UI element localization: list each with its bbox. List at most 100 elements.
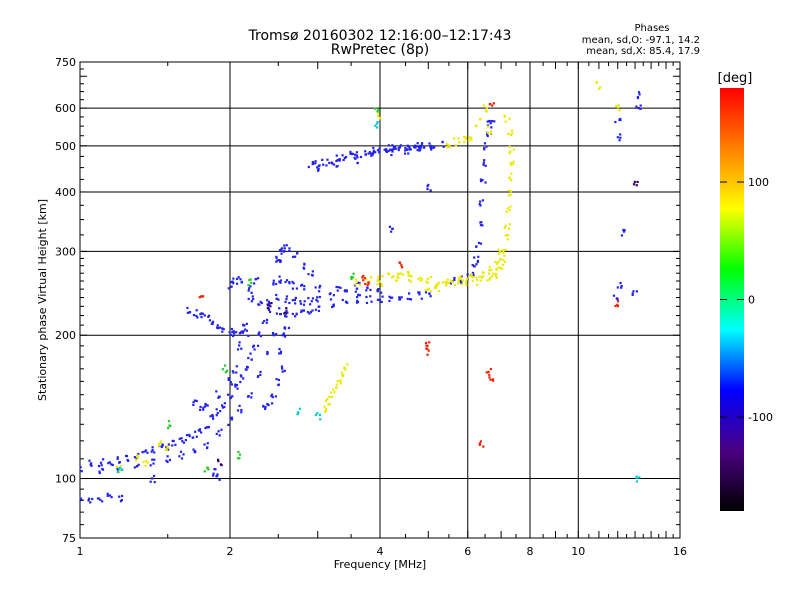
data-point [504,224,507,227]
data-point [485,371,488,374]
data-point [277,298,280,301]
data-point [268,302,271,305]
data-point [271,396,274,399]
data-point [235,282,239,285]
data-point [201,312,204,315]
data-point [512,160,515,163]
data-point [80,470,83,473]
data-point [448,145,452,148]
data-point [477,255,480,258]
data-point [244,368,247,371]
data-point [477,241,481,245]
data-point [447,282,451,285]
data-point [272,334,275,337]
data-point [217,460,220,463]
data-point [390,230,393,233]
data-point [316,296,319,299]
data-point [329,292,332,295]
data-point [498,259,501,262]
data-point [279,352,283,355]
data-point [153,480,156,484]
data-point [238,453,242,456]
data-point [277,383,280,386]
data-point [97,464,101,468]
data-point [389,148,392,152]
data-point [223,364,227,367]
data-point [205,426,208,429]
data-point [230,418,234,421]
data-point [118,460,121,464]
data-point [166,446,170,449]
data-point [426,277,429,280]
data-point [483,159,486,162]
data-point [201,295,204,298]
data-point [202,408,205,411]
data-point [463,141,466,144]
data-point [248,287,251,290]
data-point [620,286,623,289]
data-point [277,378,281,382]
data-point [336,164,339,168]
data-point [266,352,269,356]
data-point [308,312,311,315]
data-point [236,387,239,390]
data-point [449,282,453,285]
data-point [327,403,330,406]
data-point [622,230,626,233]
data-point [486,124,490,127]
x-tick-label: 6 [464,545,471,558]
data-point [343,156,346,160]
data-point [314,162,317,165]
data-point [444,280,447,284]
data-point [632,290,635,293]
data-point [509,150,512,153]
data-point [322,163,325,166]
data-point [272,332,275,335]
data-point [494,260,497,264]
data-point [174,443,177,446]
data-point [206,426,210,429]
data-point [295,287,299,290]
data-point [295,313,298,316]
data-point [292,255,295,258]
data-point [509,161,512,165]
data-point [341,154,344,157]
data-point [392,275,395,278]
data-point [178,455,181,458]
data-point [259,300,262,303]
data-point [615,105,618,108]
data-point [496,261,500,264]
data-point [266,306,269,310]
data-point [300,309,303,312]
colorbar-tick-label: 0 [748,294,755,307]
data-point [429,290,433,293]
data-point [408,145,411,148]
data-point [275,312,278,315]
data-point [503,115,506,118]
colorbar-tick-label: -100 [748,411,773,424]
data-point [445,284,448,287]
y-tick-label: 75 [62,532,76,545]
data-point [508,176,511,179]
data-point [449,279,452,282]
data-point [108,461,112,464]
data-point [509,133,513,137]
data-point [166,455,169,458]
data-point [279,281,282,284]
data-point [635,475,638,478]
data-point [239,374,243,377]
data-point [416,142,419,145]
data-point [278,352,281,355]
data-point [328,161,331,165]
data-point [270,402,274,405]
data-point [237,276,240,279]
data-point [476,260,479,264]
data-point [215,414,218,417]
data-point [236,409,240,412]
data-point [323,405,326,408]
data-point [310,300,313,303]
data-point [397,148,400,152]
data-point [372,151,375,154]
data-point [204,402,207,406]
data-point [204,426,207,430]
